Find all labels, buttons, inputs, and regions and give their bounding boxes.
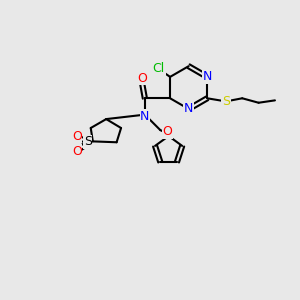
Text: N: N [202, 70, 212, 83]
Text: Cl: Cl [153, 62, 165, 75]
Text: N: N [184, 103, 193, 116]
Text: O: O [137, 72, 147, 85]
Text: S: S [222, 95, 230, 108]
Text: N: N [140, 110, 149, 123]
Text: O: O [163, 125, 172, 138]
Text: S: S [84, 136, 92, 148]
Text: O: O [72, 145, 82, 158]
Text: O: O [72, 130, 82, 143]
